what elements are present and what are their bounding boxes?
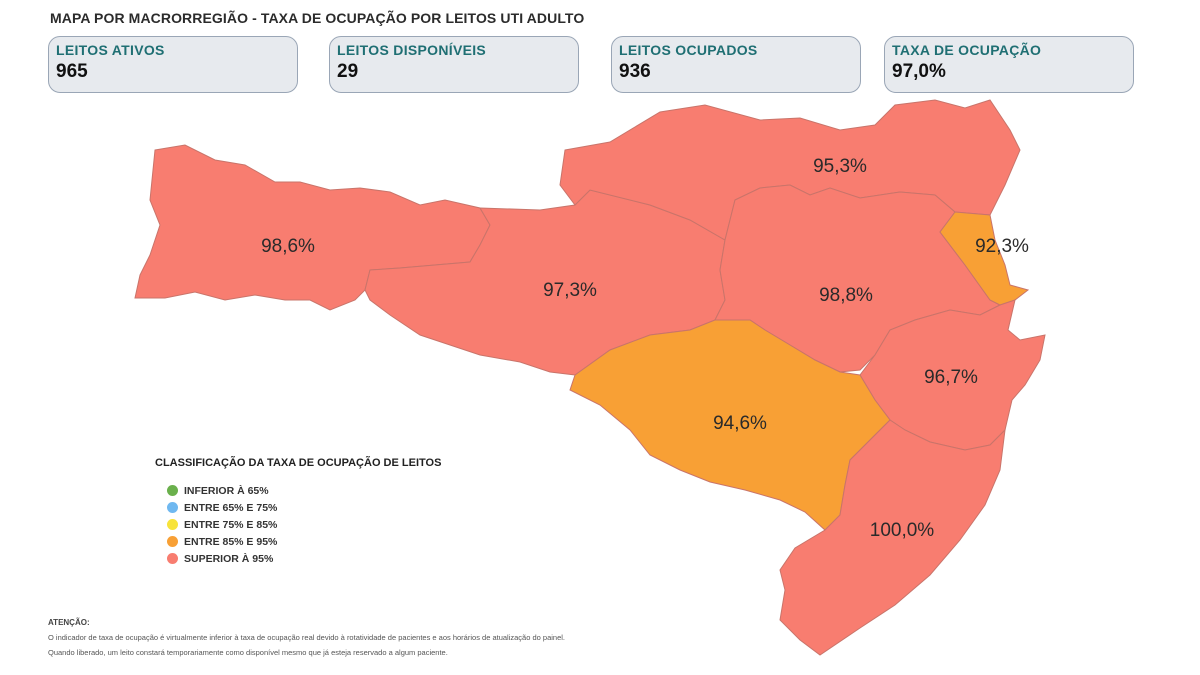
legend-item: ENTRE 75% E 85% — [155, 516, 441, 533]
circle-icon — [167, 536, 178, 547]
legend-item: SUPERIOR À 95% — [155, 550, 441, 567]
kpi-label: LEITOS ATIVOS — [56, 42, 165, 58]
notice-line: Quando liberado, um leito constará tempo… — [48, 648, 448, 657]
legend: CLASSIFICAÇÃO DA TAXA DE OCUPAÇÃO DE LEI… — [155, 457, 441, 567]
region-label-oeste: 98,6% — [261, 236, 315, 257]
kpi-label: LEITOS DISPONÍVEIS — [337, 42, 487, 58]
region-label-vale-itajai: 98,8% — [819, 285, 873, 306]
legend-label: ENTRE 85% E 95% — [184, 535, 278, 548]
legend-label: ENTRE 75% E 85% — [184, 518, 278, 531]
region-foz-itajai[interactable] — [939, 211, 1030, 306]
legend-item: ENTRE 85% E 95% — [155, 533, 441, 550]
region-label-grande-florianopolis: 96,7% — [924, 367, 978, 388]
region-label-meio-oeste: 97,3% — [543, 280, 597, 301]
region-label-serra: 94,6% — [713, 413, 767, 434]
kpi-value: 936 — [619, 61, 651, 82]
legend-item: INFERIOR À 65% — [155, 482, 441, 499]
kpi-card-leitos-disponiveis: LEITOS DISPONÍVEIS 29 — [329, 36, 579, 93]
circle-icon — [167, 502, 178, 513]
region-label-norte: 95,3% — [813, 156, 867, 177]
region-label-foz-itajai: 92,3% — [975, 236, 1029, 257]
kpi-value: 97,0% — [892, 61, 946, 82]
legend-label: INFERIOR À 65% — [184, 484, 269, 497]
kpi-card-taxa-ocupacao: TAXA DE OCUPAÇÃO 97,0% — [884, 36, 1134, 93]
legend-label: ENTRE 65% E 75% — [184, 501, 278, 514]
region-label-sul: 100,0% — [870, 520, 935, 541]
kpi-label: TAXA DE OCUPAÇÃO — [892, 42, 1042, 58]
region-sul[interactable] — [779, 419, 1006, 656]
notice-line: O indicador de taxa de ocupação é virtua… — [48, 633, 566, 642]
circle-icon — [167, 485, 178, 496]
legend-label: SUPERIOR À 95% — [184, 552, 274, 565]
legend-item: ENTRE 65% E 75% — [155, 499, 441, 516]
kpi-value: 965 — [56, 61, 88, 82]
circle-icon — [167, 553, 178, 564]
notice-title: ATENÇÃO: — [48, 618, 90, 627]
circle-icon — [167, 519, 178, 530]
kpi-label: LEITOS OCUPADOS — [619, 42, 758, 58]
kpi-card-leitos-ocupados: LEITOS OCUPADOS 936 — [611, 36, 861, 93]
page-title: MAPA POR MACRORREGIÃO - TAXA DE OCUPAÇÃO… — [50, 10, 585, 26]
legend-title: CLASSIFICAÇÃO DA TAXA DE OCUPAÇÃO DE LEI… — [155, 457, 442, 469]
notice: ATENÇÃO: O indicador de taxa de ocupação… — [48, 615, 565, 660]
kpi-card-leitos-ativos: LEITOS ATIVOS 965 — [48, 36, 298, 93]
kpi-value: 29 — [337, 61, 359, 82]
